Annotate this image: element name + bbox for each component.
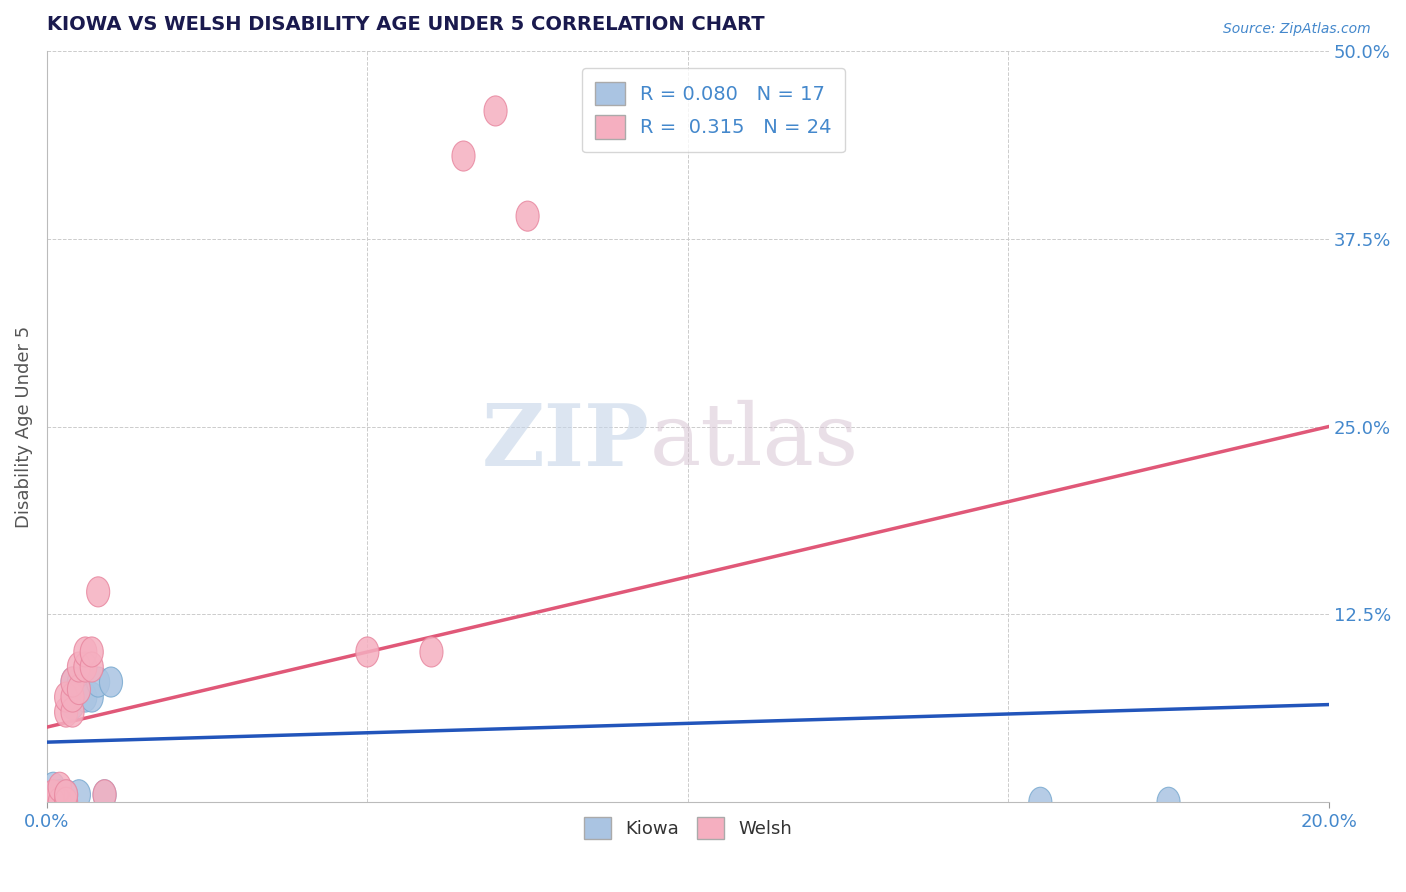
Text: Source: ZipAtlas.com: Source: ZipAtlas.com: [1223, 22, 1371, 37]
Ellipse shape: [60, 682, 84, 712]
Ellipse shape: [60, 697, 84, 727]
Ellipse shape: [67, 780, 90, 810]
Ellipse shape: [73, 682, 97, 712]
Ellipse shape: [80, 652, 103, 682]
Ellipse shape: [48, 788, 72, 817]
Ellipse shape: [42, 772, 65, 802]
Ellipse shape: [55, 682, 77, 712]
Ellipse shape: [60, 667, 84, 697]
Ellipse shape: [55, 780, 77, 810]
Ellipse shape: [93, 780, 117, 810]
Ellipse shape: [87, 667, 110, 697]
Legend: Kiowa, Welsh: Kiowa, Welsh: [576, 809, 800, 846]
Ellipse shape: [451, 141, 475, 171]
Ellipse shape: [55, 780, 77, 810]
Ellipse shape: [60, 690, 84, 720]
Ellipse shape: [100, 667, 122, 697]
Ellipse shape: [356, 637, 378, 667]
Text: KIOWA VS WELSH DISABILITY AGE UNDER 5 CORRELATION CHART: KIOWA VS WELSH DISABILITY AGE UNDER 5 CO…: [46, 15, 765, 34]
Ellipse shape: [1029, 788, 1052, 817]
Ellipse shape: [48, 780, 72, 810]
Ellipse shape: [516, 201, 538, 231]
Ellipse shape: [1157, 788, 1180, 817]
Ellipse shape: [87, 577, 110, 607]
Text: ZIP: ZIP: [482, 400, 650, 483]
Ellipse shape: [42, 788, 65, 817]
Ellipse shape: [80, 637, 103, 667]
Ellipse shape: [60, 667, 84, 697]
Ellipse shape: [484, 96, 508, 126]
Ellipse shape: [55, 697, 77, 727]
Ellipse shape: [42, 780, 65, 810]
Ellipse shape: [93, 780, 117, 810]
Ellipse shape: [55, 780, 77, 810]
Ellipse shape: [55, 788, 77, 817]
Ellipse shape: [48, 788, 72, 817]
Ellipse shape: [42, 788, 65, 817]
Ellipse shape: [67, 667, 90, 697]
Text: atlas: atlas: [650, 400, 859, 483]
Y-axis label: Disability Age Under 5: Disability Age Under 5: [15, 326, 32, 528]
Ellipse shape: [67, 674, 90, 705]
Ellipse shape: [73, 637, 97, 667]
Ellipse shape: [420, 637, 443, 667]
Ellipse shape: [48, 772, 72, 802]
Ellipse shape: [73, 652, 97, 682]
Ellipse shape: [67, 652, 90, 682]
Ellipse shape: [80, 682, 103, 712]
